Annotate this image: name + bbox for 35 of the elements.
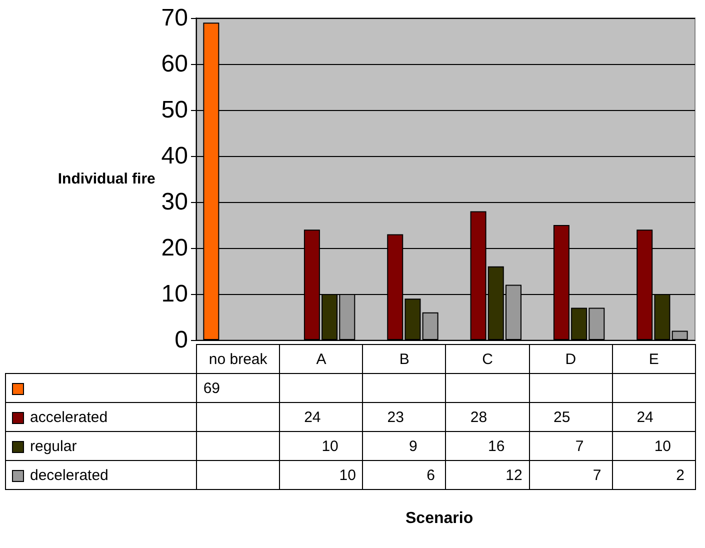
x-tick-label: D <box>529 344 612 374</box>
legend-label: accelerated <box>6 402 196 432</box>
y-tick-label: 20 <box>161 234 188 262</box>
data-label: 7 <box>575 438 584 454</box>
y-tick-label: 0 <box>174 326 188 354</box>
y-tick-label: 50 <box>161 96 188 124</box>
data-label: 24 <box>304 408 321 426</box>
data-label: 9 <box>409 438 418 454</box>
y-tick-label: 70 <box>161 4 188 32</box>
data-label: 10 <box>322 438 338 454</box>
y-tick-label: 40 <box>161 142 188 170</box>
x-tick-label: no break <box>196 344 280 374</box>
data-label: 12 <box>506 466 522 484</box>
legend-label: decelerated <box>6 460 196 490</box>
text: Scenario <box>406 510 474 528</box>
y-tick-label: 60 <box>161 50 188 78</box>
x-tick-label: E <box>612 344 696 374</box>
data-label: 28 <box>470 408 488 426</box>
x-tick-label: B <box>362 344 446 374</box>
data-label: 23 <box>387 408 404 426</box>
data-label: 25 <box>554 408 570 426</box>
data-label: 24 <box>636 408 654 426</box>
data-label: 16 <box>488 438 505 454</box>
y-tick-label: 30 <box>161 188 188 216</box>
data-label: 10 <box>339 466 356 484</box>
legend-label: regular <box>6 432 196 460</box>
data-label: 10 <box>654 438 672 454</box>
x-tick-label: A <box>280 344 363 374</box>
y-tick-label: 10 <box>161 280 188 308</box>
data-label: 6 <box>426 466 435 484</box>
data-label: 69 <box>203 380 220 396</box>
data-label: 2 <box>676 466 684 484</box>
x-tick-label: C <box>446 344 530 374</box>
data-label: 7 <box>592 466 602 484</box>
y-axis-title: Individual fire <box>58 170 156 188</box>
